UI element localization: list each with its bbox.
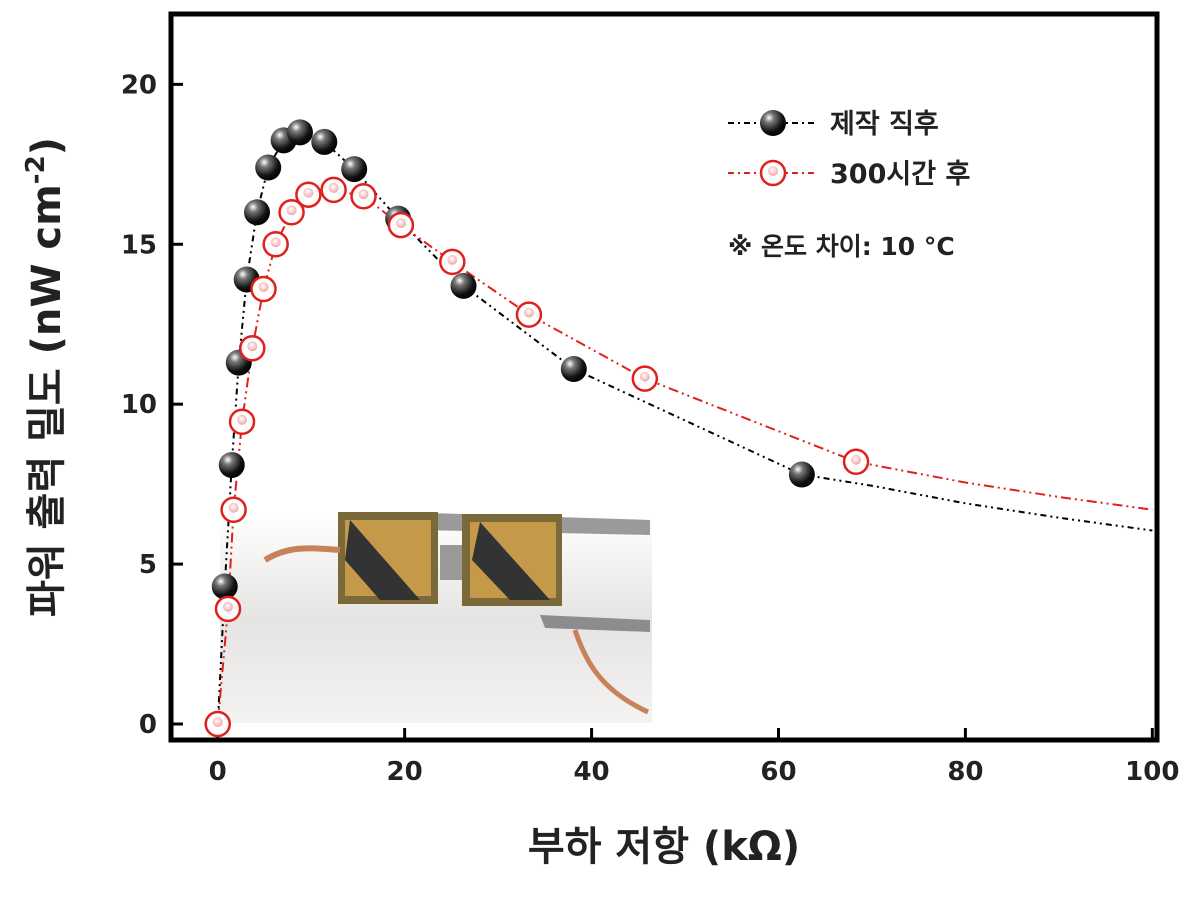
y-tick-label: 20 [121,70,157,100]
point [218,451,245,478]
inset-photo [220,512,652,723]
y-axis-title: 파워 출력 밀도 (nW cm-2) [21,137,70,617]
annotation: ※ 온도 차이: 10 °C [728,232,955,261]
x-tick-label: 20 [387,757,423,787]
point-core [447,254,458,265]
point-core [237,414,248,425]
point-core [358,189,369,200]
legend-marker-core [768,166,778,176]
point-core [328,182,339,193]
legend-marker [760,110,786,136]
legend-label: 300시간 후 [830,159,970,190]
point-core [228,502,239,513]
point-core [223,601,234,612]
y-tick-label: 15 [121,230,157,260]
y-title-main: 파워 출력 밀도 (nW cm [24,184,70,617]
point-core [523,307,534,318]
x-tick-label: 80 [947,757,983,787]
trend-line [855,460,1153,511]
y-tick-label: 0 [139,710,157,740]
point [788,461,815,488]
y-tick-label: 10 [121,390,157,420]
point-core [303,187,314,198]
point-core [212,717,223,728]
point [243,199,270,226]
x-tick-label: 100 [1125,757,1179,787]
y-title-end: ) [24,137,70,155]
x-tick-label: 40 [573,757,609,787]
x-tick-label: 0 [209,757,227,787]
legend-label: 제작 직후 [830,109,939,140]
point-core [639,371,650,382]
connect-line [216,188,857,725]
point [286,119,313,146]
point [560,356,587,383]
point [341,156,368,183]
trend-line [801,473,1153,532]
point-core [395,218,406,229]
y-title-sup: -2 [21,155,51,184]
point-core [258,282,269,293]
point-core [247,341,258,352]
point [311,128,338,155]
point [211,573,238,600]
y-tick-label: 5 [139,550,157,580]
x-tick-label: 60 [760,757,796,787]
point-core [851,454,862,465]
point-core [286,205,297,216]
point [255,154,282,181]
plot-frame [168,11,1160,743]
point [450,272,477,299]
x-axis-title: 부하 저항 (kΩ) [528,824,800,870]
point-core [270,237,281,248]
